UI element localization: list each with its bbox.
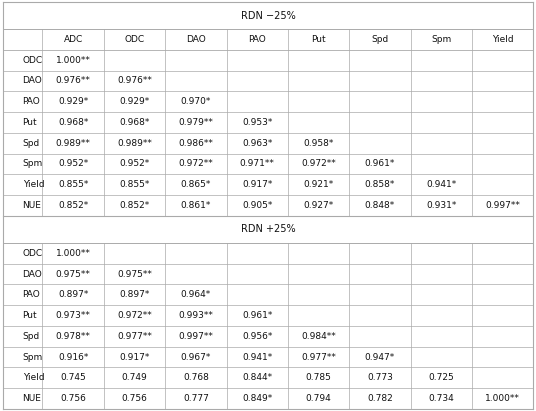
Text: 0.745: 0.745 xyxy=(60,373,86,382)
Text: 0.972**: 0.972** xyxy=(178,159,213,169)
Text: 0.947*: 0.947* xyxy=(365,353,395,362)
Text: 0.917*: 0.917* xyxy=(242,180,272,189)
Text: 0.978**: 0.978** xyxy=(56,332,91,341)
Text: Spm: Spm xyxy=(23,159,43,169)
Text: 0.756: 0.756 xyxy=(60,394,86,403)
Text: 0.977**: 0.977** xyxy=(117,332,152,341)
Text: ADC: ADC xyxy=(64,35,83,44)
Text: 0.725: 0.725 xyxy=(428,373,454,382)
Text: 0.897*: 0.897* xyxy=(58,290,88,299)
Text: 0.917*: 0.917* xyxy=(120,353,150,362)
Text: PAO: PAO xyxy=(23,290,40,299)
Text: 0.963*: 0.963* xyxy=(242,139,272,148)
Text: 0.956*: 0.956* xyxy=(242,332,272,341)
Text: 0.952*: 0.952* xyxy=(120,159,150,169)
Text: Yield: Yield xyxy=(23,180,44,189)
Text: 0.971**: 0.971** xyxy=(240,159,274,169)
Text: 0.961*: 0.961* xyxy=(364,159,395,169)
Text: 0.989**: 0.989** xyxy=(117,139,152,148)
Text: 0.976**: 0.976** xyxy=(56,76,91,85)
Text: 0.777: 0.777 xyxy=(183,394,209,403)
Text: 0.855*: 0.855* xyxy=(120,180,150,189)
Text: 1.000**: 1.000** xyxy=(56,55,91,65)
Text: ODC: ODC xyxy=(23,249,43,258)
Text: 0.852*: 0.852* xyxy=(58,201,88,210)
Text: ODC: ODC xyxy=(23,55,43,65)
Text: Spd: Spd xyxy=(371,35,389,44)
Text: Spd: Spd xyxy=(23,139,40,148)
Text: 0.849*: 0.849* xyxy=(242,394,272,403)
Text: 0.848*: 0.848* xyxy=(365,201,395,210)
Text: 0.973**: 0.973** xyxy=(56,311,91,320)
Text: 0.852*: 0.852* xyxy=(120,201,150,210)
Text: 0.979**: 0.979** xyxy=(178,118,213,127)
Text: RDN +25%: RDN +25% xyxy=(241,224,295,234)
Text: DAO: DAO xyxy=(23,270,42,279)
Text: 0.858*: 0.858* xyxy=(364,180,395,189)
Text: 0.929*: 0.929* xyxy=(58,97,88,106)
Text: DAO: DAO xyxy=(186,35,206,44)
Text: 0.961*: 0.961* xyxy=(242,311,272,320)
Text: DAO: DAO xyxy=(23,76,42,85)
Text: 0.794: 0.794 xyxy=(306,394,331,403)
Text: 0.773: 0.773 xyxy=(367,373,393,382)
Text: 0.865*: 0.865* xyxy=(181,180,211,189)
Text: 0.975**: 0.975** xyxy=(56,270,91,279)
Text: 0.921*: 0.921* xyxy=(303,180,334,189)
Text: 0.975**: 0.975** xyxy=(117,270,152,279)
Text: NUE: NUE xyxy=(23,394,41,403)
Text: Yield: Yield xyxy=(492,35,513,44)
Text: Put: Put xyxy=(23,118,37,127)
Text: 0.749: 0.749 xyxy=(122,373,147,382)
Text: 0.967*: 0.967* xyxy=(181,353,211,362)
Text: 0.993**: 0.993** xyxy=(178,311,213,320)
Text: 0.989**: 0.989** xyxy=(56,139,91,148)
Text: Spm: Spm xyxy=(23,353,43,362)
Text: 0.986**: 0.986** xyxy=(178,139,213,148)
Text: 0.897*: 0.897* xyxy=(120,290,150,299)
Text: 0.861*: 0.861* xyxy=(181,201,211,210)
Text: 0.997**: 0.997** xyxy=(485,201,520,210)
Text: Spm: Spm xyxy=(431,35,451,44)
Text: RDN −25%: RDN −25% xyxy=(241,11,295,21)
Text: 0.931*: 0.931* xyxy=(426,201,457,210)
Text: NUE: NUE xyxy=(23,201,41,210)
Text: 0.941*: 0.941* xyxy=(426,180,457,189)
Text: 0.844*: 0.844* xyxy=(242,373,272,382)
Text: 0.984**: 0.984** xyxy=(301,332,336,341)
Text: Yield: Yield xyxy=(23,373,44,382)
Text: PAO: PAO xyxy=(248,35,266,44)
Text: 0.916*: 0.916* xyxy=(58,353,88,362)
Text: 0.905*: 0.905* xyxy=(242,201,272,210)
Text: 0.953*: 0.953* xyxy=(242,118,272,127)
Text: 0.734: 0.734 xyxy=(428,394,454,403)
Text: 0.785: 0.785 xyxy=(306,373,331,382)
Text: 0.968*: 0.968* xyxy=(120,118,150,127)
Text: Put: Put xyxy=(311,35,326,44)
Text: PAO: PAO xyxy=(23,97,40,106)
Text: ODC: ODC xyxy=(124,35,145,44)
Text: 0.972**: 0.972** xyxy=(301,159,336,169)
Text: 0.970*: 0.970* xyxy=(181,97,211,106)
Text: 0.941*: 0.941* xyxy=(242,353,272,362)
Text: 0.768: 0.768 xyxy=(183,373,209,382)
Text: 0.977**: 0.977** xyxy=(301,353,336,362)
Text: Put: Put xyxy=(23,311,37,320)
Text: 0.952*: 0.952* xyxy=(58,159,88,169)
Text: 0.958*: 0.958* xyxy=(303,139,334,148)
Text: Spd: Spd xyxy=(23,332,40,341)
Text: 0.964*: 0.964* xyxy=(181,290,211,299)
Text: 1.000**: 1.000** xyxy=(485,394,520,403)
Text: 0.968*: 0.968* xyxy=(58,118,88,127)
Text: 0.756: 0.756 xyxy=(122,394,147,403)
Text: 0.782: 0.782 xyxy=(367,394,393,403)
Text: 0.927*: 0.927* xyxy=(303,201,334,210)
Text: 0.976**: 0.976** xyxy=(117,76,152,85)
Text: 1.000**: 1.000** xyxy=(56,249,91,258)
Text: 0.929*: 0.929* xyxy=(120,97,150,106)
Text: 0.997**: 0.997** xyxy=(178,332,213,341)
Text: 0.855*: 0.855* xyxy=(58,180,88,189)
Text: 0.972**: 0.972** xyxy=(117,311,152,320)
